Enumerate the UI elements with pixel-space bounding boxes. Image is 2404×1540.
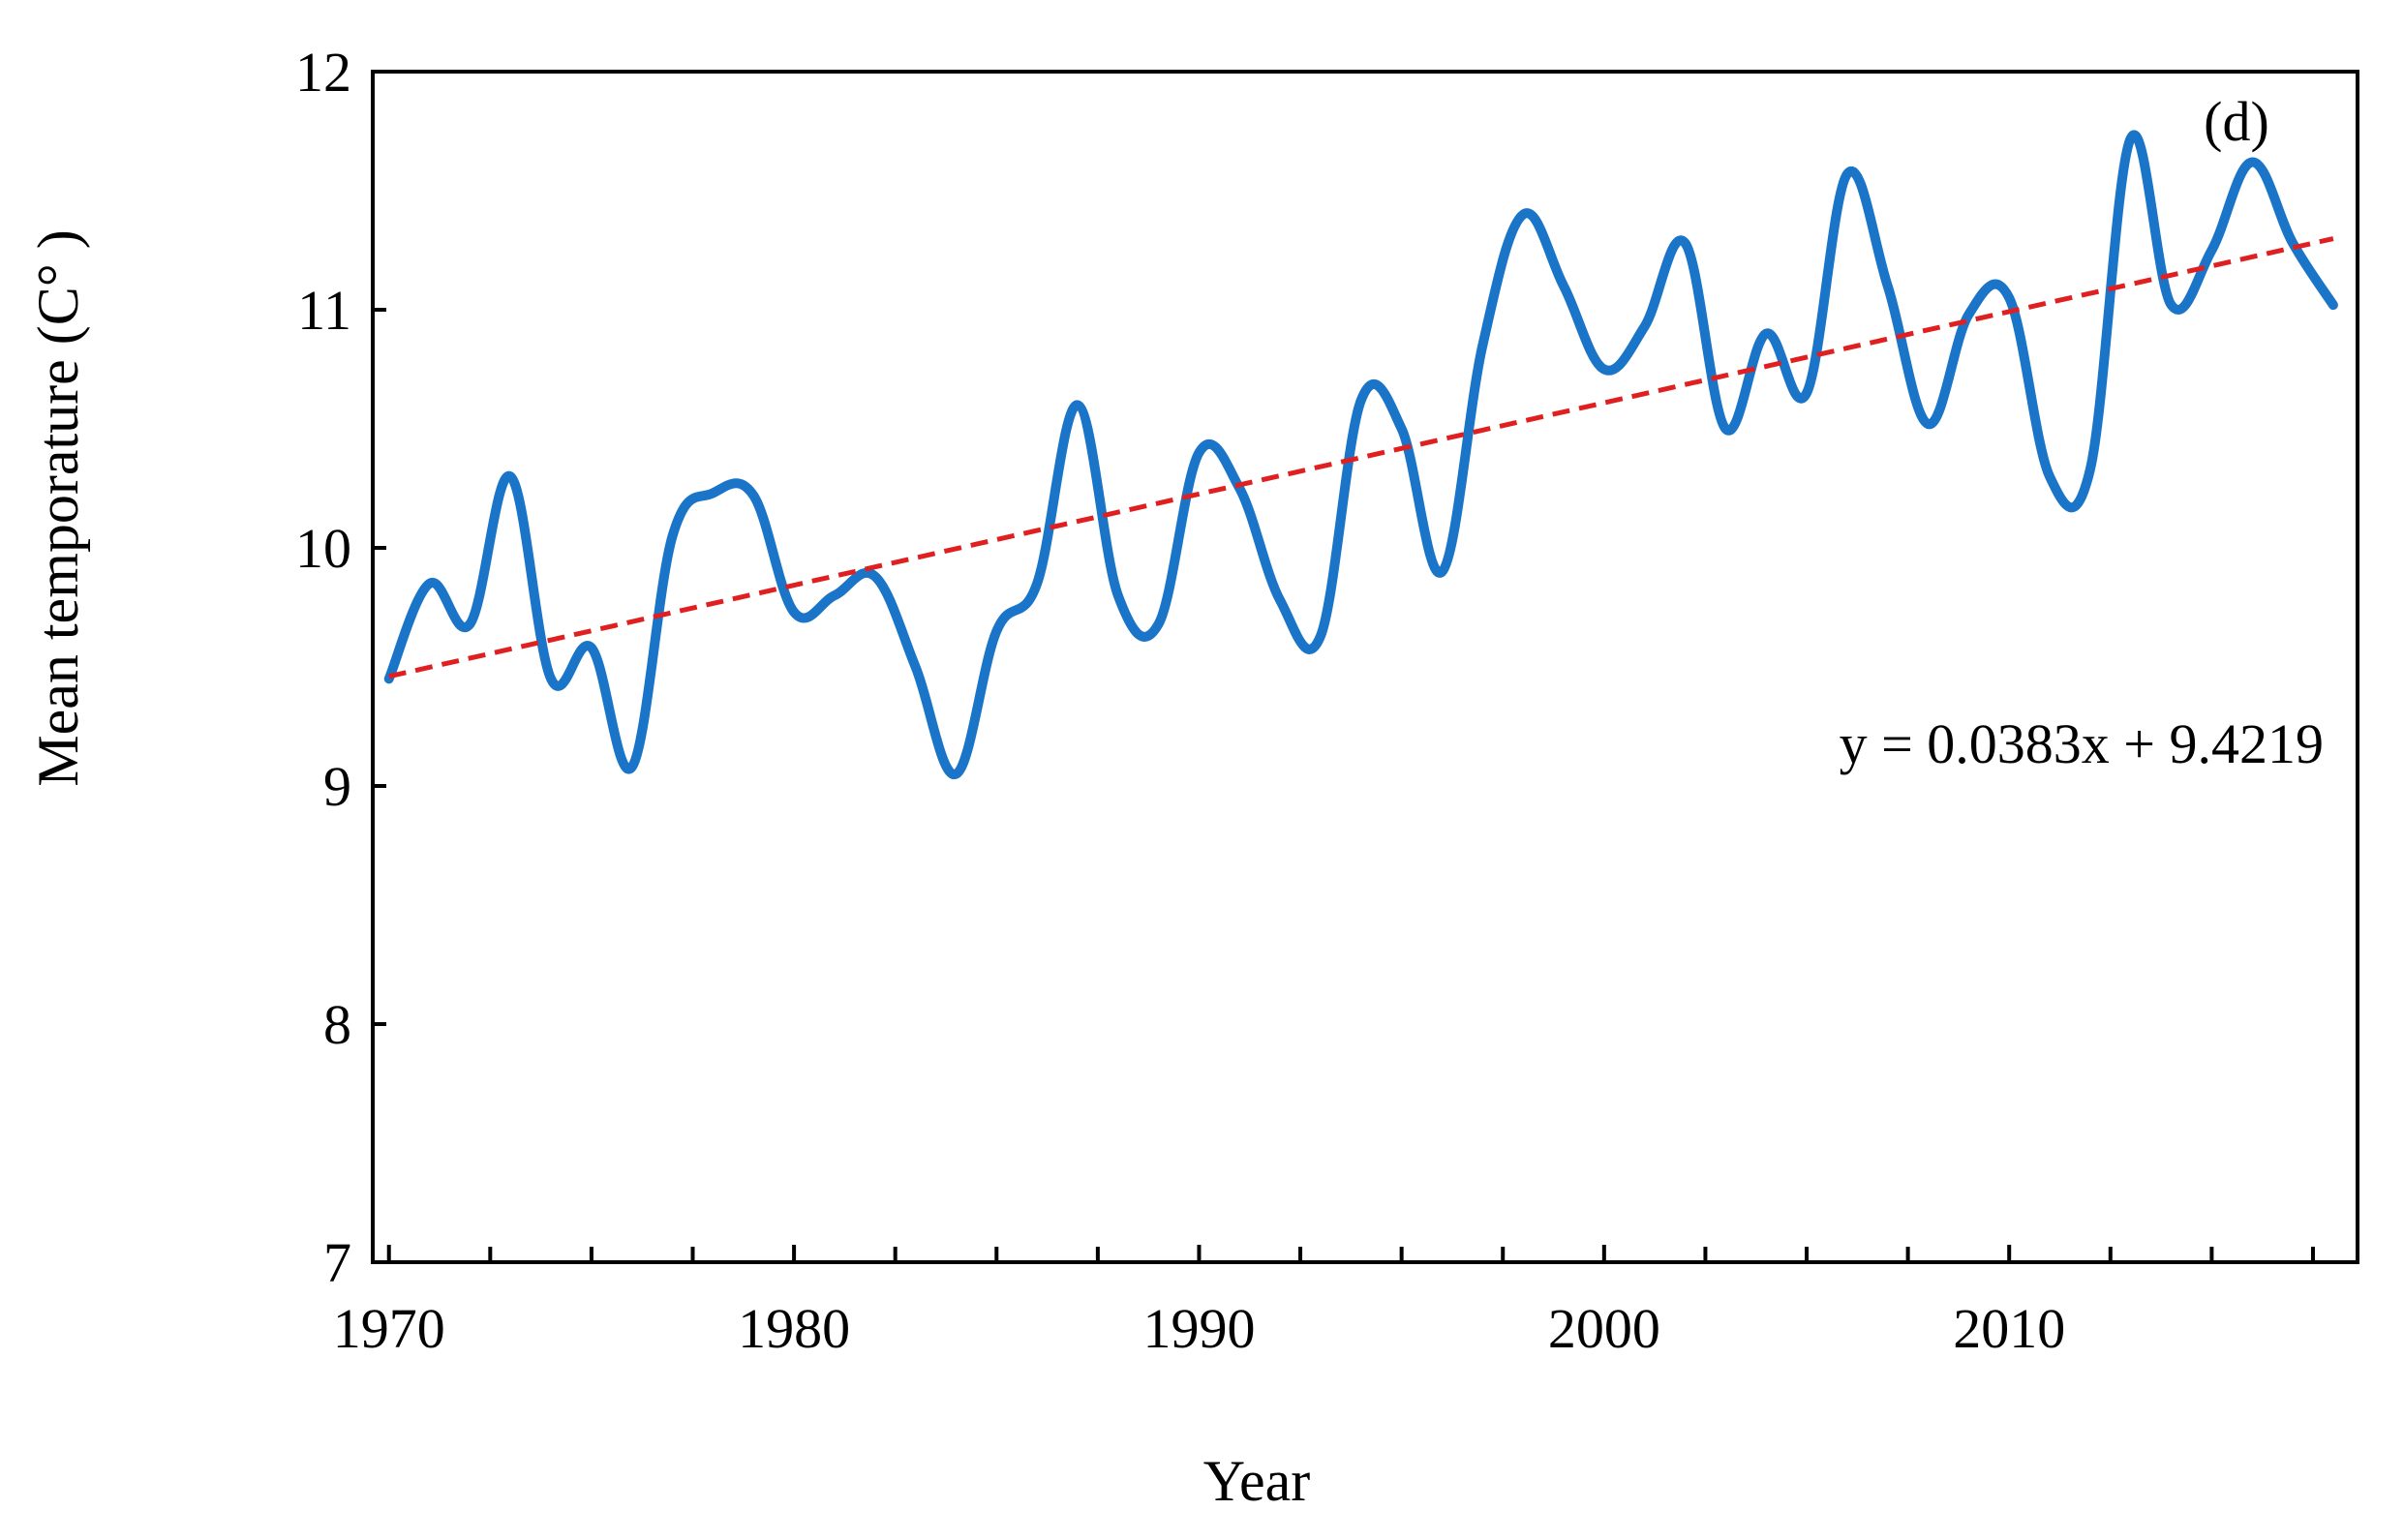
x-tick-label: 1990 (1142, 1297, 1255, 1360)
panel-label: (d) (2204, 90, 2269, 153)
temperature-series-line (383, 130, 2338, 779)
y-tick-label: 11 (297, 279, 351, 342)
y-axis-ticks: 7 8 9 10 11 12 (295, 41, 386, 1294)
y-tick-label: 9 (323, 755, 351, 818)
x-tick-label: 1980 (738, 1297, 850, 1360)
x-axis-ticks: 1970 1980 1990 2000 2010 (333, 1245, 2315, 1360)
trendline-equation: y = 0.0383x + 9.4219 (1840, 712, 2324, 775)
y-tick-label: 10 (295, 517, 351, 580)
y-tick-label: 8 (323, 993, 351, 1056)
y-tick-label: 12 (295, 41, 351, 104)
x-tick-label: 2010 (1953, 1297, 2065, 1360)
x-tick-label: 2000 (1548, 1297, 1660, 1360)
trendline (388, 236, 2334, 679)
x-tick-label: 1970 (333, 1297, 445, 1360)
x-axis-title: Year (1203, 1449, 1311, 1513)
series-layer (383, 130, 2338, 779)
y-tick-label: 7 (323, 1231, 351, 1294)
plot-frame (371, 70, 2359, 1264)
y-axis-title: Mean temporature (C° ) (26, 229, 90, 786)
